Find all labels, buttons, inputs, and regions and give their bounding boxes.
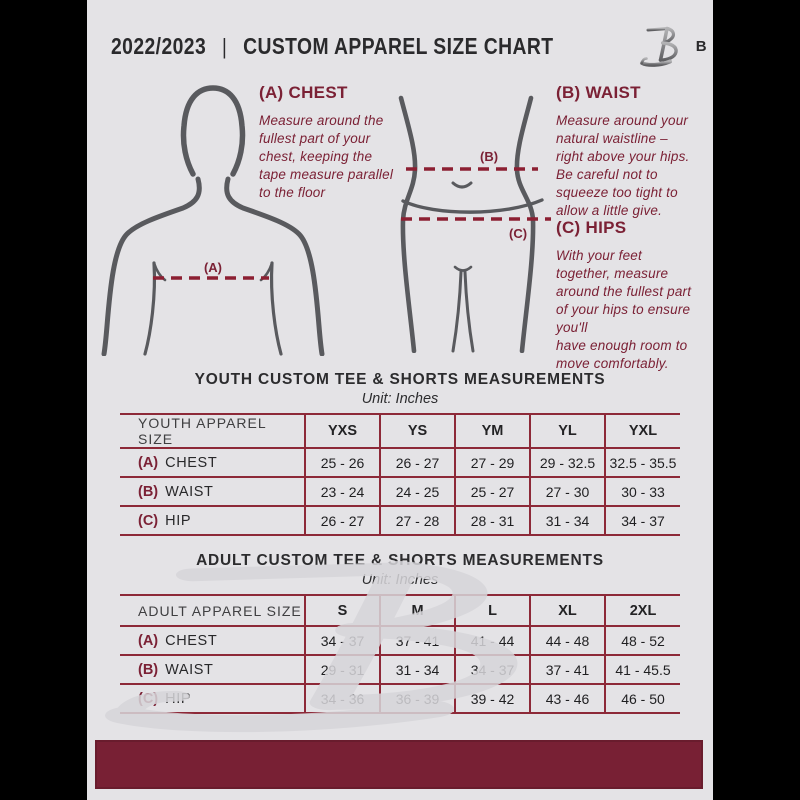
size-cell: 32.5 - 35.5 — [604, 448, 680, 477]
hips-line-label: (C) — [509, 226, 527, 241]
row-label: (B) WAIST — [138, 661, 214, 678]
size-cell: 31 - 34 — [379, 655, 455, 684]
size-cell: 27 - 28 — [379, 506, 455, 535]
column-header: YL — [529, 414, 605, 448]
size-cell: 28 - 31 — [454, 506, 530, 535]
size-cell: 26 - 27 — [379, 448, 455, 477]
size-cell: 34 - 37 — [604, 506, 680, 535]
chest-description: Measure around the fullest part of your … — [259, 113, 394, 200]
measuring-guide: (A) (A) CHEST Measure around the fullest… — [87, 82, 713, 371]
size-cell: 30 - 33 — [604, 477, 680, 506]
youth-table-title: YOUTH CUSTOM TEE & SHORTS MEASUREMENTS — [194, 371, 606, 388]
column-header: 2XL — [604, 595, 680, 626]
waist-description: Measure around your natural waistline – … — [556, 113, 690, 218]
column-header: YXS — [304, 414, 380, 448]
hips-description: With your feet together, measure around … — [556, 248, 692, 371]
size-chart-page: 2022/2023 | CUSTOM APPAREL SIZE CHART — [87, 0, 713, 800]
size-cell: 41 - 45.5 — [604, 655, 680, 684]
size-cell: 43 - 46 — [529, 684, 605, 713]
brand-name: BREAKAWAY — [695, 37, 713, 55]
header-title-text: CUSTOM APPAREL SIZE CHART — [243, 32, 554, 59]
youth-size-table: YOUTH APPAREL SIZE YXS YS YM YL YXL (A) C… — [120, 413, 680, 536]
column-header: YXL — [604, 414, 680, 448]
size-cell: 37 - 41 — [529, 655, 605, 684]
page-header: 2022/2023 | CUSTOM APPAREL SIZE CHART — [87, 0, 713, 82]
size-cell: 31 - 34 — [529, 506, 605, 535]
column-header: ADULT APPAREL SIZE — [138, 602, 302, 619]
size-cell: 39 - 42 — [454, 684, 530, 713]
breakaway-b-logo-icon — [639, 26, 678, 67]
size-cell: 27 - 30 — [529, 477, 605, 506]
table-row: (C) HIP 26 - 27 27 - 28 28 - 31 31 - 34 3… — [120, 506, 680, 535]
column-header: YS — [379, 414, 455, 448]
table-header-row: YOUTH APPAREL SIZE YXS YS YM YL YXL — [120, 414, 680, 448]
brand-lockup: BREAKAWAY — [638, 23, 713, 69]
table-row: (A) CHEST 25 - 26 26 - 27 27 - 29 29 - 32… — [120, 448, 680, 477]
size-cell: 48 - 52 — [604, 626, 680, 655]
size-cell: 44 - 48 — [529, 626, 605, 655]
header-divider: | — [221, 33, 228, 59]
hips-heading: (C) HIPS — [556, 218, 627, 237]
adult-table-title: ADULT CUSTOM TEE & SHORTS MEASUREMENTS — [196, 552, 604, 569]
size-cell: 29 - 32.5 — [529, 448, 605, 477]
watermark-b-logo — [105, 560, 518, 733]
row-label: (C) HIP — [138, 512, 192, 529]
table-row: (B) WAIST 23 - 24 24 - 25 25 - 27 27 - 30… — [120, 477, 680, 506]
footer-bar — [95, 740, 703, 789]
size-cell: 24 - 25 — [379, 477, 455, 506]
size-cell: 25 - 27 — [454, 477, 530, 506]
chest-line-label: (A) — [204, 260, 222, 275]
chest-guide: (A) CHEST Measure around the fullest par… — [259, 83, 431, 202]
size-cell: 46 - 50 — [604, 684, 680, 713]
chest-heading: (A) CHEST — [259, 83, 348, 102]
waist-heading: (B) WAIST — [556, 83, 641, 102]
size-cell: 27 - 29 — [454, 448, 530, 477]
row-label: (A) CHEST — [138, 632, 218, 649]
youth-measurements-section: YOUTH CUSTOM TEE & SHORTS MEASUREMENTS U… — [87, 371, 713, 536]
waist-line-label: (B) — [480, 149, 498, 164]
size-cell: 26 - 27 — [304, 506, 380, 535]
hips-guide: (C) HIPS With your feet together, measur… — [556, 218, 713, 373]
column-header: YOUTH APPAREL SIZE — [138, 415, 267, 447]
column-header: XL — [529, 595, 605, 626]
row-label: (B) WAIST — [138, 483, 214, 500]
row-label: (A) CHEST — [138, 454, 218, 471]
youth-table-unit: Unit: Inches — [361, 391, 439, 407]
torso-chest-diagram: (A) — [101, 85, 325, 356]
header-year: 2022/2023 — [111, 32, 207, 59]
waist-guide: (B) WAIST Measure around your natural wa… — [556, 83, 713, 220]
page-title: 2022/2023 | CUSTOM APPAREL SIZE CHART — [111, 33, 553, 60]
column-header: YM — [454, 414, 530, 448]
waist-hips-diagram: (B) (C) — [398, 95, 551, 353]
size-cell: 23 - 24 — [304, 477, 380, 506]
size-cell: 25 - 26 — [304, 448, 380, 477]
